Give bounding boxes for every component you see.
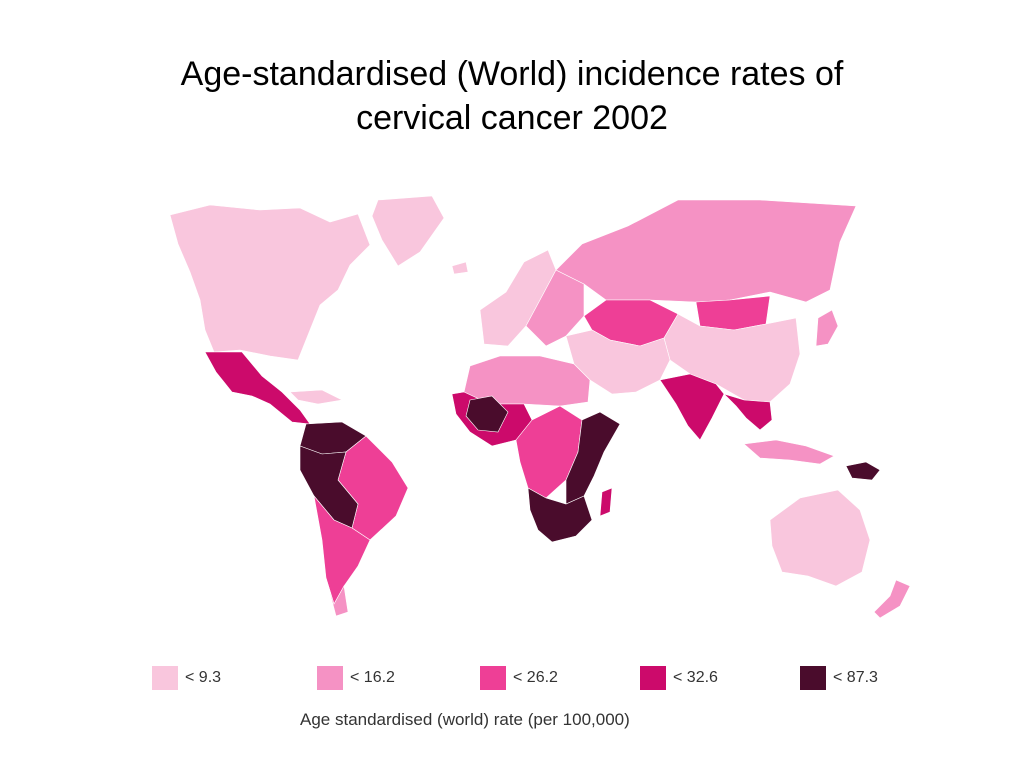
title-line-2: cervical cancer 2002 [356,99,668,137]
region-greenland [371,195,445,267]
legend-label: < 9.3 [185,669,222,686]
map-legend: < 9.3 < 16.2 < 26.2 < 32.6 < 87.3 [152,664,892,694]
legend-swatch [152,666,178,690]
region-east-africa [565,411,621,505]
region-guinea-coast [465,395,509,433]
region-madagascar [599,487,613,517]
region-russia [555,199,857,303]
legend-swatch [480,666,506,690]
region-southern-south-america [313,494,371,605]
legend-swatch [317,666,343,690]
region-peru-bolivia [299,445,359,529]
region-australia [769,489,871,587]
region-north-america [169,204,371,361]
region-caribbean [289,389,343,405]
region-mongolia [695,295,771,331]
legend-caption: Age standardised (world) rate (per 100,0… [300,710,630,729]
legend-label: < 26.2 [513,669,558,686]
region-mexico-central-america [204,351,311,425]
region-southern-africa [527,487,593,543]
region-new-guinea [845,461,881,481]
region-india [659,373,725,441]
legend-swatch [640,666,666,690]
region-japan [815,309,839,347]
region-eastern-europe [525,269,585,347]
region-southeast-asia [723,393,773,431]
world-map [169,195,911,619]
legend-swatch [800,666,826,690]
region-indonesia [743,439,835,465]
title-line-1: Age-standardised (World) incidence rates… [180,55,844,93]
region-iceland [451,261,469,275]
slide-title: Age-standardised (World) incidence rates… [112,52,912,140]
legend-label: < 87.3 [833,669,878,686]
region-new-zealand [873,579,911,619]
region-patagonia [325,577,349,617]
legend-label: < 16.2 [350,669,395,686]
legend-label: < 32.6 [673,669,718,686]
